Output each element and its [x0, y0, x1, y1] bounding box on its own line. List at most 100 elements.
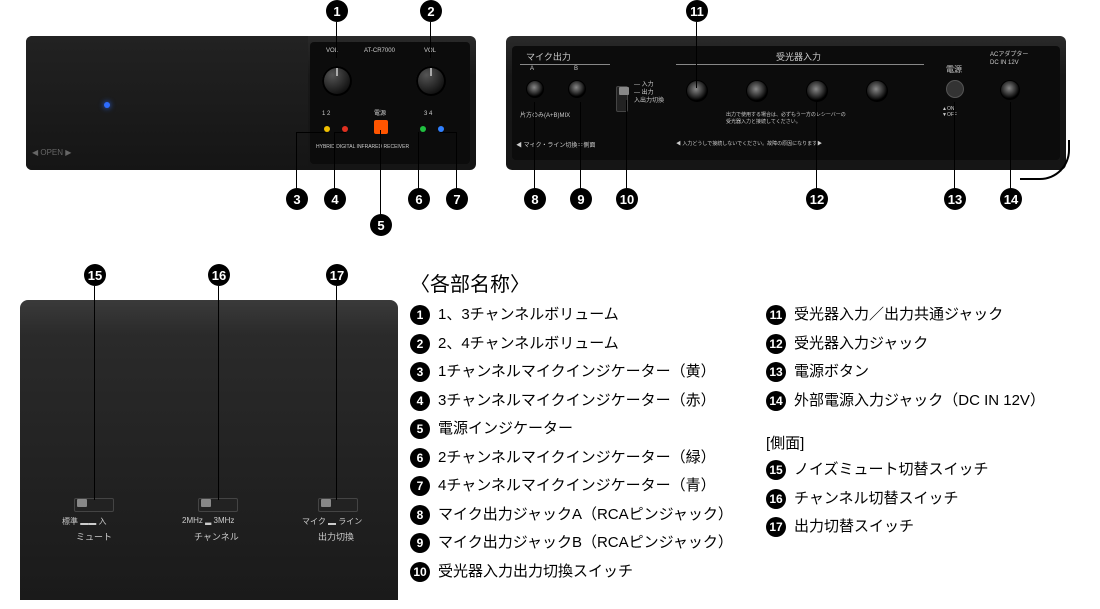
callout-17: 17: [326, 264, 348, 286]
item-text: 2、4チャンネルボリューム: [438, 333, 619, 356]
channel-switch[interactable]: [198, 498, 238, 512]
item-text: 2チャンネルマイクインジケーター（緑）: [438, 447, 716, 470]
ch34-label: 3 4: [424, 111, 432, 117]
power-led-front: [104, 102, 110, 108]
item-number: 12: [766, 334, 786, 354]
list-item: 5電源インジケーター: [410, 418, 733, 441]
callout-10: 10: [616, 188, 638, 210]
item-number: 9: [410, 533, 430, 553]
list-item: 15ノイズミュート切替スイッチ: [766, 459, 1045, 482]
rear-note2: ◀ 入力どうしで接続しないでください。故障の原因になります▶: [676, 140, 822, 147]
ch12-label: 1 2: [322, 111, 330, 117]
ch2-led: [420, 126, 426, 132]
side-heading: [側面]: [766, 432, 1045, 453]
open-label: ◀ OPEN ▶: [32, 148, 71, 157]
device-rear: マイク出力 A B 片方のみ(A+B)MIX ◀ マイク・ライン切換＝側面 — …: [506, 36, 1066, 170]
volume-knob-2-4[interactable]: [416, 66, 446, 96]
mic-out-label: マイク出力: [526, 50, 571, 63]
std-in-label: 標準 ▂▂ 入: [62, 516, 106, 527]
item-text: 1チャンネルマイクインジケーター（黄）: [438, 361, 716, 384]
callout-8: 8: [524, 188, 546, 210]
item-number: 10: [410, 562, 430, 582]
micline-side-label: ◀ マイク・ライン切換＝側面: [516, 140, 595, 149]
volume-knob-1-3[interactable]: [322, 66, 352, 96]
receiver-in-jack-2[interactable]: [806, 80, 828, 102]
io-label: — 入力 — 出力 入出力切換: [634, 82, 664, 105]
callout-11: 11: [686, 0, 708, 22]
receiver-in-jack-1[interactable]: [746, 80, 768, 102]
device-front: ◀ OPEN ▶ VOL AT-CR7000 VOL 1 2 電源 3 4 HY…: [26, 36, 476, 170]
power-button[interactable]: [946, 80, 964, 98]
mic-out-a-jack[interactable]: [526, 80, 544, 98]
item-text: 4チャンネルマイクインジケーター（青）: [438, 475, 716, 498]
callout-3: 3: [286, 188, 308, 210]
pwr-label: 電源: [946, 64, 962, 75]
power-label: 電源: [374, 108, 386, 117]
item-number: 8: [410, 505, 430, 525]
receiver-common-jack[interactable]: [686, 80, 708, 102]
mic-out-b-jack[interactable]: [568, 80, 586, 98]
list-item: 16 チャンネル切替スイッチ: [766, 488, 1045, 511]
list-item: 1 1、3チャンネルボリューム: [410, 304, 733, 327]
item-text: 1、3チャンネルボリューム: [438, 304, 619, 327]
micline-label: マイク ▂ ライン: [302, 516, 362, 527]
list-left-column: 1 1、3チャンネルボリューム 2 2、4チャンネルボリューム 3 1チャンネルマイクイン…: [410, 304, 733, 589]
list-item: 9 マイク出力ジャックB（RCAピンジャック）: [410, 532, 733, 555]
callout-7: 7: [446, 188, 468, 210]
item-text: 受光器入力／出力共通ジャック: [794, 304, 1003, 327]
callout-4: 4: [324, 188, 346, 210]
item-number: 17: [766, 517, 786, 537]
callout-14: 14: [1000, 188, 1022, 210]
callout-15: 15: [84, 264, 106, 286]
item-text: 外部電源入力ジャック（DC IN 12V）: [794, 390, 1045, 413]
callout-13: 13: [944, 188, 966, 210]
list-item: 11 受光器入力／出力共通ジャック: [766, 304, 1045, 327]
outsw-label: 出力切換: [318, 530, 354, 543]
item-number: 14: [766, 391, 786, 411]
callout-16: 16: [208, 264, 230, 286]
item-text: 受光器入力出力切換スイッチ: [438, 561, 633, 584]
mix-label: 片方のみ(A+B)MIX: [520, 110, 570, 119]
callout-2: 2: [420, 0, 442, 22]
item-number: 6: [410, 448, 430, 468]
item-number: 1: [410, 305, 430, 325]
ac-label: ACアダプター DC IN 12V: [990, 52, 1028, 68]
callout-1: 1: [326, 0, 348, 22]
list-title: 〈各部名称〉: [410, 268, 1090, 297]
list-item: 13 電源ボタン: [766, 361, 1045, 384]
list-item: 10 受光器入力出力切換スイッチ: [410, 561, 733, 584]
callout-6: 6: [408, 188, 430, 210]
noise-mute-switch[interactable]: [74, 498, 114, 512]
receiver-in-label: 受光器入力: [776, 50, 821, 63]
item-text: 電源インジケーター: [438, 418, 573, 441]
model-label: AT-CR7000: [364, 48, 395, 54]
item-number: 4: [410, 391, 430, 411]
item-text: マイク出力ジャックB（RCAピンジャック）: [438, 532, 733, 555]
item-text: チャンネル切替スイッチ: [794, 488, 959, 511]
list-item: 43チャンネルマイクインジケーター（赤）: [410, 390, 733, 413]
list-item: 8 マイク出力ジャックA（RCAピンジャック）: [410, 504, 733, 527]
list-item: 2 2、4チャンネルボリューム: [410, 333, 733, 356]
item-number: 11: [766, 305, 786, 325]
output-switch[interactable]: [318, 498, 358, 512]
item-text: 電源ボタン: [794, 361, 869, 384]
device-side: 標準 ▂▂ 入 ミュート 2MHz ▂ 3MHz チャンネル マイク ▂ ライン…: [20, 300, 398, 600]
item-number: 13: [766, 362, 786, 382]
list-item: 12受光器入力ジャック: [766, 333, 1045, 356]
list-item: 74チャンネルマイクインジケーター（青）: [410, 475, 733, 498]
mhz-label: 2MHz ▂ 3MHz: [182, 516, 234, 525]
item-text: ノイズミュート切替スイッチ: [794, 459, 989, 482]
dc-in-jack[interactable]: [1000, 80, 1020, 100]
list-item: 6 2チャンネルマイクインジケーター（緑）: [410, 447, 733, 470]
list-right-column: 11 受光器入力／出力共通ジャック 12受光器入力ジャック 13 電源ボタン 14 外部電源…: [766, 304, 1045, 545]
item-number: 16: [766, 489, 786, 509]
item-text: マイク出力ジャックA（RCAピンジャック）: [438, 504, 733, 527]
b-label: B: [574, 66, 578, 72]
receiver-in-jack-3[interactable]: [866, 80, 888, 102]
item-number: 3: [410, 362, 430, 382]
list-item: 17出力切替スイッチ: [766, 516, 1045, 539]
list-item: 14 外部電源入力ジャック（DC IN 12V）: [766, 390, 1045, 413]
hybrid-label: HYBRID DIGITAL INFRARED RECEIVER: [316, 144, 409, 150]
a-label: A: [530, 66, 534, 72]
item-number: 2: [410, 334, 430, 354]
